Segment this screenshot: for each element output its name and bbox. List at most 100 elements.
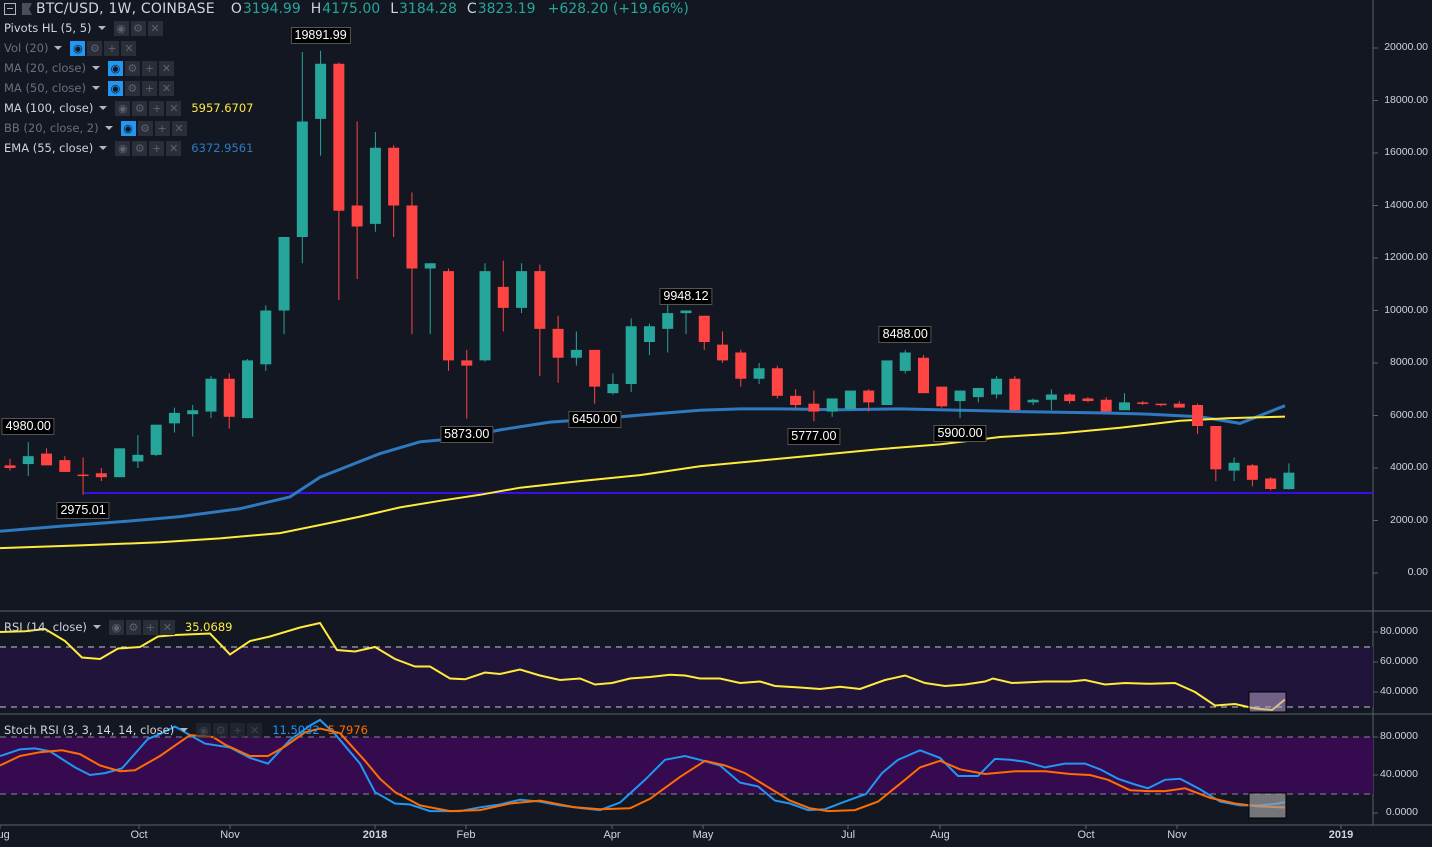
price-tick-label: 12000.00 [1384,251,1428,263]
candle [552,328,564,358]
candle [369,147,381,224]
plus-icon[interactable]: + [149,100,165,116]
close-icon[interactable]: ✕ [121,40,137,56]
close-icon[interactable]: ✕ [158,80,174,96]
eye-icon[interactable]: ◉ [70,40,86,56]
gear-icon[interactable]: ⚙ [132,140,148,156]
collapse-legend-icon[interactable] [4,3,16,15]
stoch-k-value: 11.5032 [272,723,320,737]
candle [77,474,89,477]
price-tick-label: 6000.00 [1390,408,1428,421]
indicator-label-vol-20[interactable]: Vol (20) [4,41,49,55]
gear-icon[interactable]: ⚙ [130,20,146,36]
plus-icon[interactable]: + [154,120,170,136]
candle [662,313,674,329]
indicator-dropdown-icon[interactable] [54,46,63,50]
close-icon[interactable]: ✕ [247,722,263,738]
close-icon[interactable]: ✕ [171,120,187,136]
stoch-band [0,737,1373,794]
eye-icon[interactable]: ◉ [107,60,123,76]
candle [771,368,783,396]
gear-icon[interactable]: ⚙ [87,40,103,56]
eye-icon[interactable]: ◉ [115,100,131,116]
plus-icon[interactable]: + [230,722,246,738]
gear-icon[interactable]: ⚙ [124,80,140,96]
gear-icon[interactable]: ⚙ [213,722,229,738]
eye-icon[interactable]: ◉ [113,20,129,36]
plus-icon[interactable]: + [149,140,165,156]
change-value: +628.20 (+19.66%) [547,1,689,17]
indicator-label-pivots-hl-5-5[interactable]: Pivots HL (5, 5) [4,21,92,35]
indicator-legend-row: EMA (55, close) ◉ ⚙ + ✕ 6372.9561 [4,139,253,157]
price-tick-label: 0.00 [1407,566,1428,578]
indicator-dropdown-icon[interactable] [99,106,108,110]
candle [41,453,53,466]
price-tick-label: 2000.00 [1390,513,1428,526]
eye-icon[interactable]: ◉ [107,80,123,96]
indicator-label-ma-20-close[interactable]: MA (20, close) [4,61,86,75]
symbol-title[interactable]: BTC/USD, 1W, COINBASE [36,1,215,17]
gear-icon[interactable]: ⚙ [124,60,140,76]
indicator-label-ma-50-close[interactable]: MA (50, close) [4,81,86,95]
candle [844,390,856,409]
stoch-rsi-dropdown-icon[interactable] [180,728,189,732]
open-value: 3194.99 [242,1,301,17]
price-tick-label: 14000.00 [1384,198,1428,211]
stoch-highlight-box[interactable] [1248,792,1287,819]
candle [881,360,893,405]
candle [1064,394,1076,402]
candle [187,410,199,415]
close-icon[interactable]: ✕ [158,60,174,76]
gear-icon[interactable]: ⚙ [137,120,153,136]
plus-icon[interactable]: + [104,40,120,56]
candle [1100,399,1112,412]
indicator-label-ema-55-close[interactable]: EMA (55, close) [4,141,94,155]
time-tick-label: Apr [603,829,621,841]
price-tick-label: 20000.00 [1384,41,1428,53]
candle [1246,465,1258,480]
flag-icon[interactable] [22,3,32,15]
candle [625,326,637,384]
indicator-legend-row: BB (20, close, 2) ◉ ⚙ + ✕ [4,119,189,137]
candle [607,384,619,394]
pivot-high-label: 9948.12 [659,287,713,305]
eye-icon[interactable]: ◉ [196,722,212,738]
plus-icon[interactable]: + [142,619,158,635]
indicator-label-ma-100-close[interactable]: MA (100, close) [4,101,94,115]
pivot-low-label: 2975.01 [56,501,110,519]
close-icon[interactable]: ✕ [166,100,182,116]
gear-icon[interactable]: ⚙ [132,100,148,116]
indicator-dropdown-icon[interactable] [91,86,100,90]
candle [589,349,601,387]
rsi-label[interactable]: RSI (14, close) [4,620,87,634]
rsi-dropdown-icon[interactable] [92,625,101,629]
rsi-highlight-box[interactable] [1248,691,1287,713]
close-icon[interactable]: ✕ [147,20,163,36]
plus-icon[interactable]: + [141,80,157,96]
indicator-dropdown-icon[interactable] [104,126,113,130]
plus-icon[interactable]: + [141,60,157,76]
indicator-label-bb-20-close-2[interactable]: BB (20, close, 2) [4,121,99,135]
candle [790,395,802,405]
high-label: H [310,1,322,17]
eye-icon[interactable]: ◉ [108,619,124,635]
candle [223,378,235,417]
close-icon[interactable]: ✕ [159,619,175,635]
close-label: C [466,1,477,17]
close-icon[interactable]: ✕ [166,140,182,156]
candle [442,271,454,361]
candle [132,454,144,462]
eye-icon[interactable]: ◉ [115,140,131,156]
eye-icon[interactable]: ◉ [120,120,136,136]
indicator-dropdown-icon[interactable] [91,66,100,70]
indicator-value: 5957.6707 [191,101,254,115]
indicator-dropdown-icon[interactable] [99,146,108,150]
indicator-dropdown-icon[interactable] [97,26,106,30]
stoch-rsi-label[interactable]: Stoch RSI (3, 3, 14, 14, close) [4,723,175,737]
candle [497,286,509,308]
gear-icon[interactable]: ⚙ [125,619,141,635]
candle [351,205,363,227]
candle [1045,394,1057,400]
close-value: 3823.19 [477,1,536,17]
